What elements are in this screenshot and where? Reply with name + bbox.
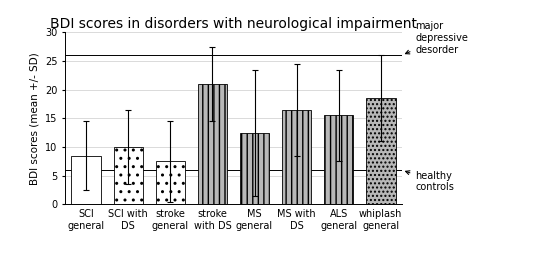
Bar [72, 156, 101, 204]
Bar [366, 98, 395, 204]
Bar [282, 110, 311, 204]
Text: major
depressive
desorder: major depressive desorder [406, 22, 468, 55]
Text: healthy
controls: healthy controls [406, 171, 454, 192]
Y-axis label: BDI scores (mean +/- SD): BDI scores (mean +/- SD) [29, 52, 40, 185]
Bar [198, 84, 227, 204]
Title: BDI scores in disorders with neurological impairment: BDI scores in disorders with neurologica… [50, 17, 417, 31]
Bar [113, 147, 143, 204]
Bar [324, 115, 353, 204]
Bar [240, 133, 269, 204]
Bar [156, 161, 185, 204]
